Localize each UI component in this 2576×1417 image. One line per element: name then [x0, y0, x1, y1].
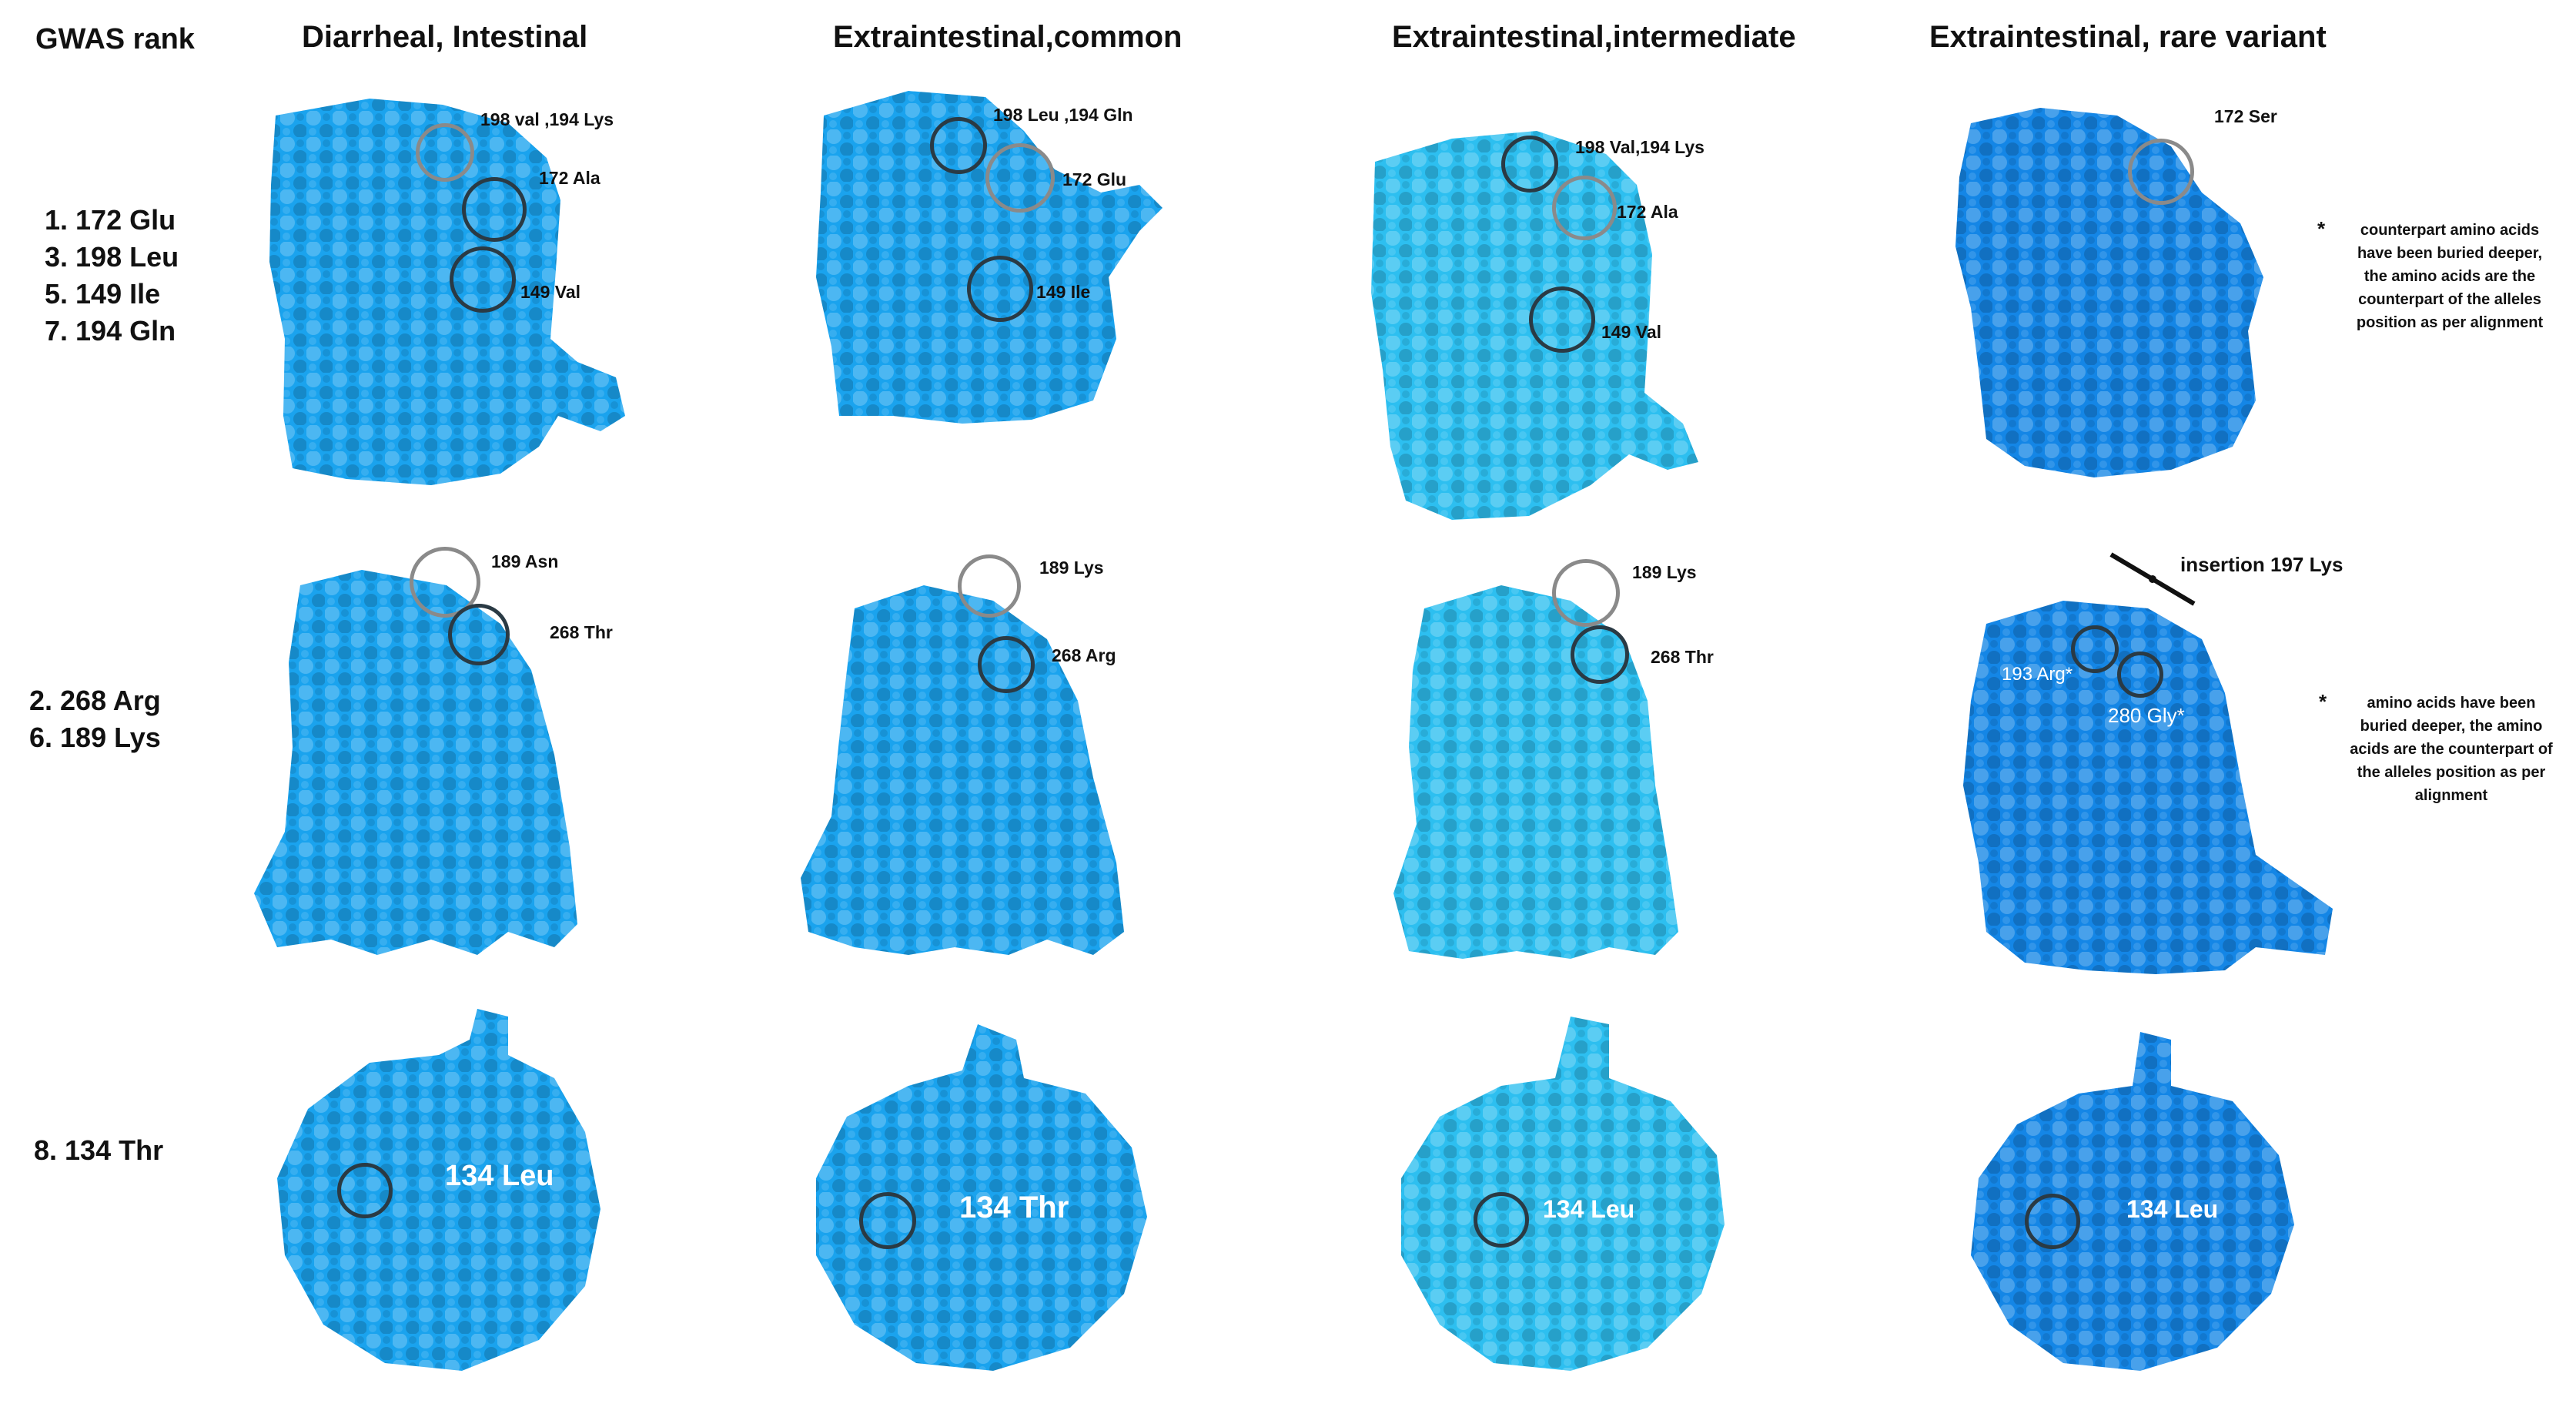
insertion-marker-line — [2109, 552, 2196, 606]
residue-label: 134 Leu — [2126, 1195, 2219, 1223]
column-header-extraintestinal-rare: Extraintestinal, rare variant — [1929, 20, 2327, 54]
footnote-line: buried deeper, the amino — [2360, 718, 2543, 735]
residue-label: 149 Ile — [1036, 282, 1091, 302]
footnote-line: counterpart amino acids — [2360, 222, 2540, 239]
residue-ring-134 — [2025, 1194, 2080, 1249]
footnote-line: acids are the counterpart of — [2350, 741, 2553, 758]
protein-structure-row2-col3 — [1393, 585, 1678, 959]
residue-ring-268 — [1571, 625, 1629, 684]
residue-ring-172 — [2128, 139, 2194, 205]
residue-label: 268 Thr — [550, 622, 613, 642]
residue-label: 134 Thr — [959, 1191, 1069, 1224]
residue-label: 198 Leu ,194 Gln — [993, 105, 1133, 125]
residue-ring-149 — [967, 256, 1033, 322]
rank-item: 2. 268 Arg — [29, 685, 161, 716]
residue-ring-172 — [985, 143, 1055, 213]
residue-ring-134 — [1474, 1192, 1529, 1248]
footnote-line: amino acids have been — [2367, 695, 2536, 712]
footnote-star: * — [2317, 217, 2326, 240]
residue-label: 134 Leu — [445, 1160, 554, 1192]
rank-item: 8. 134 Thr — [34, 1134, 164, 1166]
protein-structure-row3-col2 — [816, 1024, 1147, 1371]
residue-ring-193 — [2071, 625, 2119, 673]
residue-label: 172 Ser — [2214, 106, 2277, 126]
footnote-star: * — [2319, 690, 2327, 713]
residue-label: 198 val ,194 Lys — [480, 109, 614, 129]
footnote-line: alignment — [2414, 787, 2488, 804]
row1-rank-list: 1. 172 Glu 3. 198 Leu 5. 149 Ile 7. 194 … — [45, 202, 179, 350]
residue-ring-198-194 — [930, 117, 987, 174]
rank-item: 5. 149 Ile — [45, 278, 161, 310]
residue-ring-198-194 — [416, 123, 474, 182]
residue-ring-172 — [1552, 176, 1617, 240]
residue-ring-280 — [2117, 652, 2163, 698]
residue-label: 198 Val,194 Lys — [1575, 137, 1705, 157]
protein-structure-row3-col1 — [277, 1009, 601, 1371]
protein-structure-row2-col4 — [1963, 601, 2333, 974]
residue-ring-189 — [1552, 559, 1620, 627]
footnote-line: the alleles position as per — [2357, 764, 2546, 781]
residue-ring-189 — [958, 554, 1021, 618]
residue-ring-134 — [337, 1163, 393, 1218]
row3-rank-list: 8. 134 Thr — [34, 1132, 163, 1169]
residue-label: 172 Ala — [539, 168, 601, 188]
residue-label: 193 Arg* — [2002, 664, 2073, 685]
rank-item: 6. 189 Lys — [29, 722, 161, 753]
residue-ring-268 — [978, 636, 1035, 693]
residue-label: 149 Val — [520, 282, 581, 302]
residue-label: 134 Leu — [1543, 1195, 1635, 1223]
column-header-extraintestinal-intermediate: Extraintestinal,intermediate — [1392, 20, 1796, 54]
insertion-label: insertion 197 Lys — [2180, 553, 2343, 576]
residue-ring-189 — [410, 547, 480, 618]
footnote-line: position as per alignment — [2356, 314, 2544, 331]
residue-label: 268 Arg — [1052, 645, 1116, 665]
footnote-buried-residues-row1: counterpart amino acids have been buried… — [2334, 219, 2565, 334]
rank-item: 3. 198 Leu — [45, 241, 179, 273]
protein-structure-row2-col1 — [254, 570, 577, 955]
residue-label: 149 Val — [1601, 322, 1662, 342]
footnote-line: counterpart of the alleles — [2358, 291, 2541, 308]
residue-label: 189 Lys — [1632, 562, 1697, 582]
gwas-rank-header: GWAS rank — [35, 23, 195, 55]
residue-label: 172 Glu — [1062, 169, 1127, 189]
column-header-diarrheal-intestinal: Diarrheal, Intestinal — [302, 20, 588, 54]
protein-structure-row1-col4 — [1955, 108, 2263, 477]
residue-label: 189 Asn — [491, 551, 559, 571]
rank-item: 7. 194 Gln — [45, 315, 176, 347]
rank-item: 1. 172 Glu — [45, 204, 176, 236]
residue-label: 280 Gly* — [2108, 704, 2185, 727]
residue-ring-134 — [859, 1192, 916, 1249]
protein-structure-row1-col1 — [269, 99, 625, 485]
footnote-line: have been buried deeper, — [2357, 245, 2543, 262]
residue-label: 189 Lys — [1039, 558, 1104, 578]
residue-ring-149 — [450, 246, 516, 313]
residue-ring-198-194 — [1501, 136, 1558, 193]
residue-ring-172 — [462, 177, 527, 242]
protein-structure-row3-col4 — [1971, 1032, 2294, 1371]
footnote-buried-residues-row2: amino acids have been buried deeper, the… — [2336, 692, 2567, 807]
protein-structure-row2-col2 — [801, 585, 1124, 955]
row2-rank-list: 2. 268 Arg 6. 189 Lys — [29, 682, 161, 756]
residue-label: 268 Thr — [1651, 647, 1714, 667]
residue-ring-149 — [1529, 286, 1595, 353]
protein-structure-row3-col3 — [1401, 1017, 1725, 1371]
column-header-extraintestinal-common: Extraintestinal,common — [833, 20, 1183, 54]
footnote-line: the amino acids are the — [2364, 268, 2536, 285]
residue-ring-268 — [448, 604, 510, 665]
residue-label: 172 Ala — [1617, 202, 1678, 222]
